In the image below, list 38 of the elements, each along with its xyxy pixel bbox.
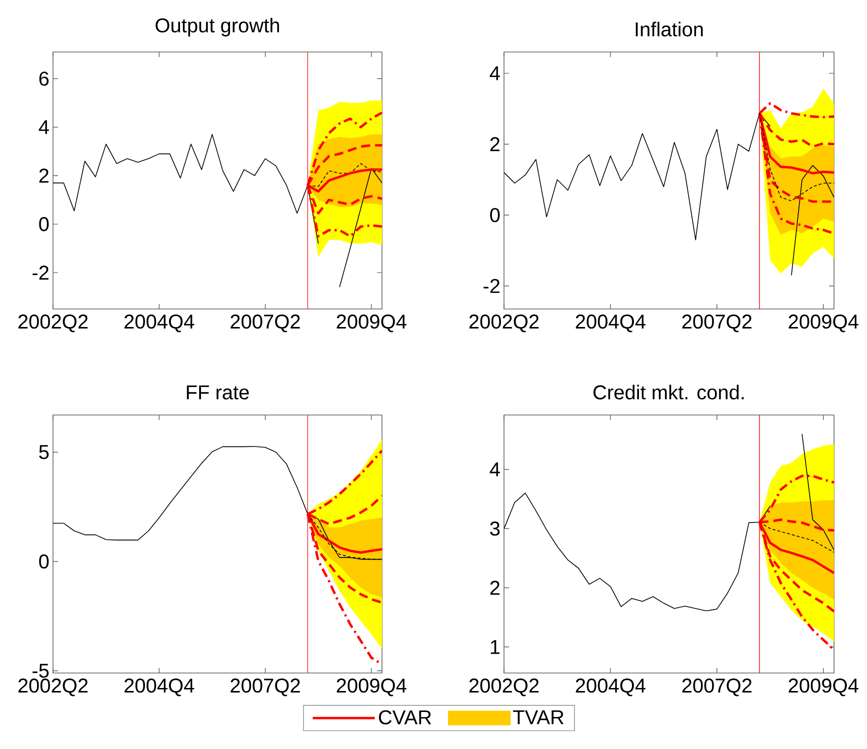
y-tick-label: 2: [39, 168, 48, 183]
x-tick-label: 2007Q2: [230, 314, 300, 332]
y-tick-label: 2: [490, 580, 500, 595]
y-tick-label: 1: [490, 640, 500, 654]
x-tick-label: 2002Q2: [18, 678, 88, 696]
y-tick-label: 4: [490, 66, 500, 80]
y-tick-label: 2: [490, 137, 500, 152]
x-tick-label: 2002Q2: [469, 678, 539, 696]
x-tick-label: 2009Q4: [788, 678, 858, 696]
y-tick-label: 0: [39, 554, 49, 569]
x-tick-label: 2004Q4: [576, 678, 646, 696]
x-tick-label: 2004Q4: [576, 314, 646, 332]
legend-label: CVAR: [378, 710, 432, 724]
chart-title: FF rate: [186, 386, 249, 400]
x-tick-label: 2009Q4: [336, 314, 406, 332]
legend-label: TVAR: [513, 710, 564, 724]
chart-title: Inflation: [636, 22, 703, 36]
y-tick-label: 6: [39, 72, 49, 86]
x-tick-label: 2007Q2: [682, 678, 752, 696]
chart-title: Credit mkt. cond.: [594, 384, 744, 400]
y-tick-label: 4: [490, 462, 500, 476]
y-tick-label: 0: [490, 208, 500, 222]
y-tick-label: -2: [32, 266, 48, 280]
x-tick-label: 2007Q2: [230, 678, 300, 696]
x-tick-label: 2009Q4: [788, 314, 858, 332]
y-tick-label: -5: [32, 664, 49, 678]
y-tick-label: 4: [38, 120, 49, 134]
x-tick-label: 2009Q4: [336, 678, 406, 696]
x-tick-label: 2002Q2: [18, 314, 88, 332]
chart-title: Output growth: [156, 18, 279, 36]
y-tick-label: -2: [484, 278, 500, 293]
y-tick-label: 5: [39, 445, 49, 460]
x-tick-label: 2007Q2: [682, 314, 752, 332]
y-tick-label: 3: [490, 522, 500, 536]
x-tick-label: 2002Q2: [469, 314, 539, 332]
y-tick-label: 0: [39, 217, 49, 232]
x-tick-label: 2004Q4: [124, 314, 194, 332]
x-tick-label: 2004Q4: [124, 678, 194, 696]
